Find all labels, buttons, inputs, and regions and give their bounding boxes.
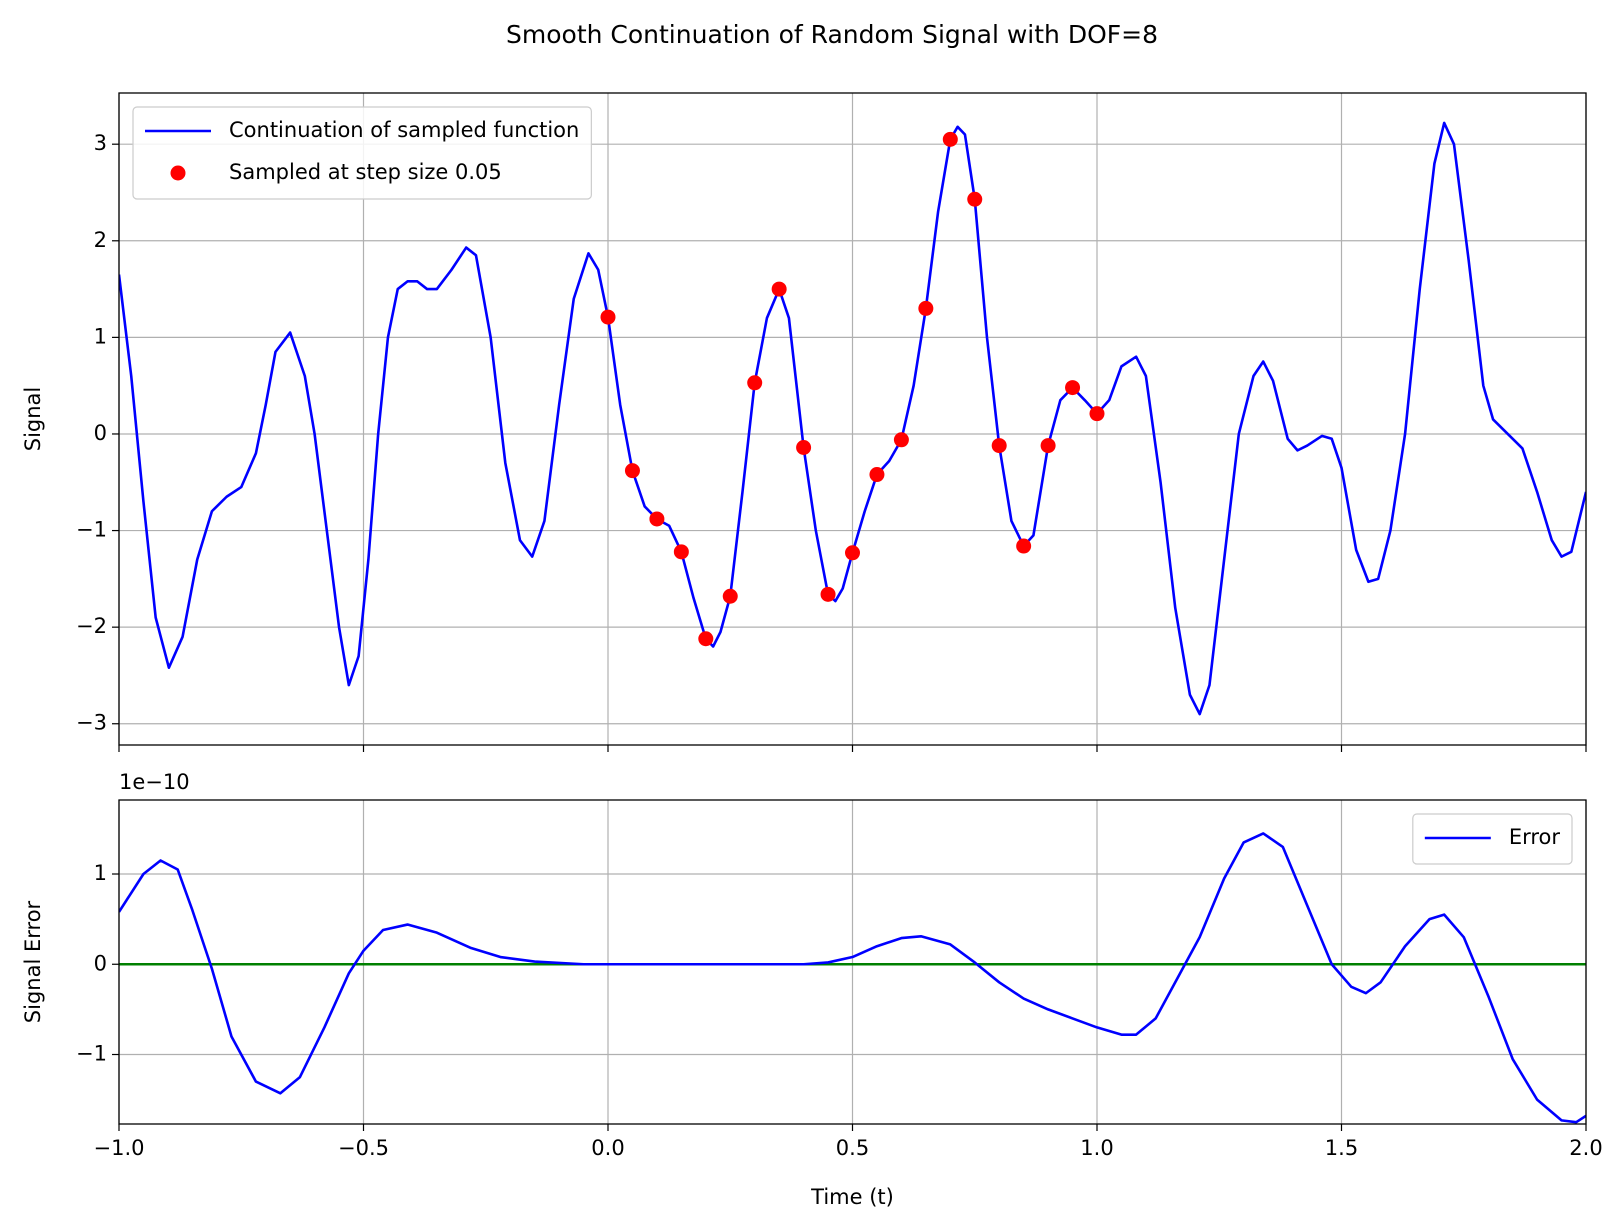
sample-point — [1016, 538, 1032, 554]
sample-point — [820, 586, 836, 602]
sample-point — [1089, 406, 1105, 422]
x-tick-label: 2.0 — [1569, 1136, 1602, 1160]
sample-point — [893, 432, 909, 448]
x-tick-label: 1.5 — [1325, 1136, 1358, 1160]
series-line — [119, 832, 1586, 1124]
series-line — [119, 121, 1586, 716]
y-tick-label: 2 — [94, 228, 107, 252]
y-tick-label: 1 — [94, 324, 107, 348]
sample-point — [967, 191, 983, 207]
sample-point — [796, 439, 812, 455]
sample-point — [942, 131, 958, 147]
sample-point — [1040, 438, 1056, 454]
y-tick-label: 0 — [94, 421, 107, 445]
sample-point — [845, 545, 860, 561]
x-tick-label: 0.0 — [591, 1136, 624, 1160]
sample-point — [698, 631, 714, 647]
y-tick-label: −3 — [76, 711, 107, 735]
x-tick-label: 0.5 — [836, 1136, 869, 1160]
sample-point — [747, 375, 763, 391]
sample-point — [771, 281, 787, 297]
sample-point — [649, 511, 665, 527]
y-tick-label: 1 — [94, 861, 107, 885]
sample-point — [673, 544, 689, 560]
legend-box — [132, 106, 592, 200]
sample-point — [991, 438, 1007, 454]
sample-point — [624, 463, 640, 479]
sample-point — [918, 300, 934, 316]
sample-point — [722, 588, 738, 604]
legend-label: Error — [1509, 825, 1561, 849]
y-tick-label: 3 — [94, 131, 107, 155]
axes-frame — [118, 799, 1587, 1125]
legend: Continuation of sampled function Sampled … — [132, 106, 592, 200]
sample-point — [600, 309, 616, 325]
sample-point — [1065, 380, 1081, 396]
sample-point — [869, 467, 885, 483]
figure-title: Smooth Continuation of Random Signal wit… — [506, 20, 1158, 49]
x-axis-label: Time (t) — [810, 1185, 894, 1209]
y-tick-label: −1 — [76, 518, 107, 542]
legend-box — [1412, 813, 1573, 865]
legend-label: Continuation of sampled function — [229, 118, 579, 142]
legend: Error — [1412, 813, 1573, 865]
legend-label: Sampled at step size 0.05 — [229, 160, 502, 184]
y-tick-label: −2 — [76, 614, 107, 638]
y-axis-label: Signal Error — [21, 900, 45, 1023]
x-tick-label: −0.5 — [338, 1136, 389, 1160]
y-tick-label: −1 — [76, 1042, 107, 1066]
legend-swatch — [170, 165, 186, 181]
x-tick-label: −1.0 — [94, 1136, 145, 1160]
x-tick-label: 1.0 — [1080, 1136, 1113, 1160]
axes-frame — [118, 92, 1587, 746]
offset-text: 1e−10 — [119, 770, 190, 794]
y-tick-label: 0 — [94, 951, 107, 975]
y-axis-label: Signal — [21, 387, 45, 452]
